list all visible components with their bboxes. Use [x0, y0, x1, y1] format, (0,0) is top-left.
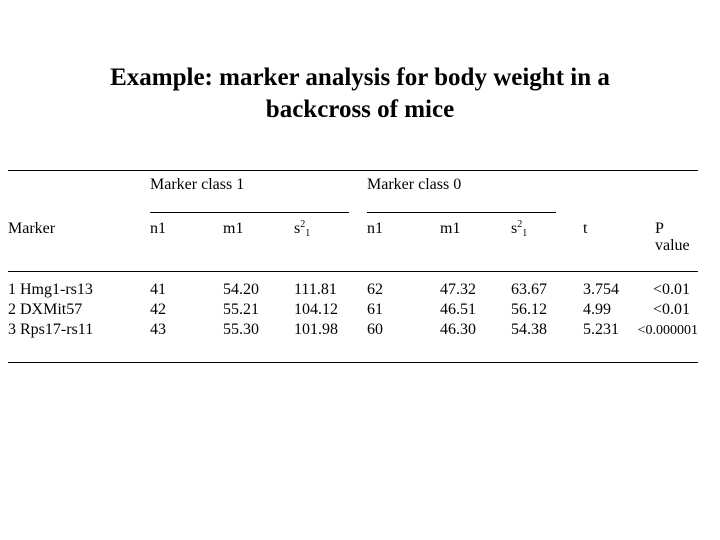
- table-row-3-class1-m1: 55.30: [223, 321, 259, 338]
- table-bottom-rule: [8, 362, 698, 363]
- s-superscript: 2: [300, 219, 306, 230]
- column-header-marker: Marker: [8, 220, 56, 237]
- table-top-rule: [8, 170, 698, 171]
- table-row-1-class1-s2: 111.81: [294, 281, 337, 298]
- table-row-1-class0-s2: 63.67: [511, 281, 547, 298]
- table-row-1-class1-m1: 54.20: [223, 281, 259, 298]
- group-header-marker-class-0: Marker class 0: [367, 176, 462, 193]
- column-header-class0-s2: s21: [511, 219, 527, 241]
- header-bottom-rule: [8, 271, 698, 272]
- table-row-1-p-value: <0.01: [652, 281, 690, 298]
- column-header-class1-s2: s21: [294, 219, 310, 241]
- table-row-3-p-value: <0.000001: [637, 323, 698, 338]
- s-superscript: 2: [517, 219, 523, 230]
- table-row-2-class1-n1: 42: [150, 301, 166, 318]
- table-row-2-t: 4.99: [583, 301, 611, 318]
- marker-class-0-underline: [367, 212, 556, 213]
- table-row-2-p-value: <0.01: [652, 301, 690, 318]
- marker-class-1-underline: [150, 212, 349, 213]
- table-row-1-t: 3.754: [583, 281, 619, 298]
- s-base: s: [511, 220, 518, 237]
- table-row-3-class1-n1: 43: [150, 321, 166, 338]
- group-header-marker-class-1: Marker class 1: [150, 176, 245, 193]
- s-subscript: 1: [522, 228, 528, 239]
- table-row-2-class0-s2: 56.12: [511, 301, 547, 318]
- table-row-1-class0-n1: 62: [367, 281, 383, 298]
- table-row-1-class0-m1: 47.32: [440, 281, 476, 298]
- table-row-3-class1-s2: 101.98: [294, 321, 338, 338]
- slide-title: Example: marker analysis for body weight…: [0, 62, 720, 126]
- column-header-p-line-2: value: [655, 237, 690, 254]
- column-header-p-line-1: P: [655, 220, 664, 237]
- s-subscript: 1: [305, 228, 311, 239]
- table-row-1-class1-n1: 41: [150, 281, 166, 298]
- table-row-3-marker: 3 Rps17-rs11: [8, 321, 94, 338]
- table-row-3-class0-s2: 54.38: [511, 321, 547, 338]
- table-row-2-class1-s2: 104.12: [294, 301, 338, 318]
- table-row-1-marker: 1 Hmg1-rs13: [8, 281, 93, 298]
- column-header-class0-m1: m1: [440, 220, 461, 237]
- slide-title-line-1: Example: marker analysis for body weight…: [110, 64, 610, 91]
- table-row-2-class1-m1: 55.21: [223, 301, 259, 318]
- table-row-3-class0-n1: 60: [367, 321, 383, 338]
- column-header-class1-m1: m1: [223, 220, 244, 237]
- table-row-3-t: 5.231: [583, 321, 619, 338]
- table-row-2-class0-m1: 46.51: [440, 301, 476, 318]
- table-row-2-class0-n1: 61: [367, 301, 383, 318]
- table-row-2-marker: 2 DXMit57: [8, 301, 83, 318]
- column-header-class0-n1: n1: [367, 220, 383, 237]
- s-base: s: [294, 220, 301, 237]
- table-row-3-class0-m1: 46.30: [440, 321, 476, 338]
- slide-title-line-2: backcross of mice: [265, 96, 455, 123]
- column-header-class1-n1: n1: [150, 220, 166, 237]
- column-header-t: t: [583, 220, 588, 237]
